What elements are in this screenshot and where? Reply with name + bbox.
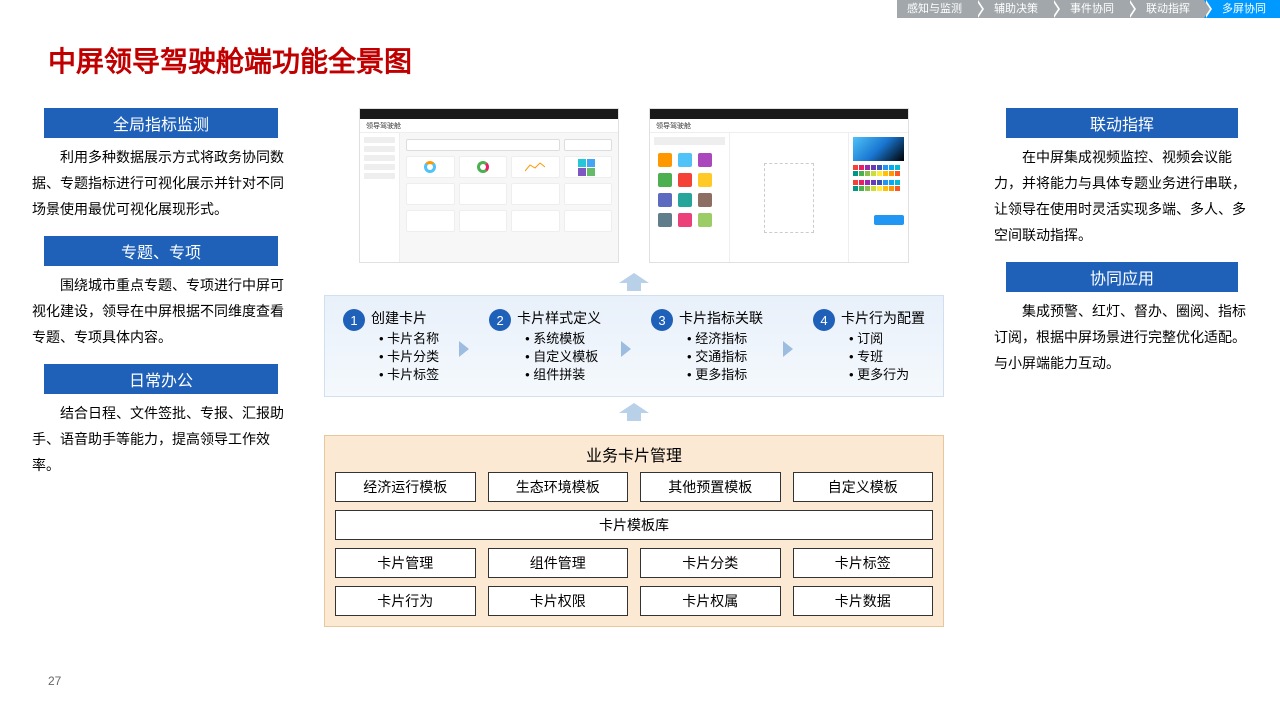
breadcrumb-item[interactable]: 多屏协同: [1204, 0, 1280, 18]
step-items: 卡片名称卡片分类卡片标签: [371, 330, 439, 384]
biz-row: 卡片模板库: [335, 510, 933, 540]
step-items: 订阅专班更多行为: [841, 330, 925, 384]
biz-cell: 卡片标签: [793, 548, 934, 578]
breadcrumb-nav: 感知与监测辅助决策事件协同联动指挥多屏协同: [897, 0, 1280, 18]
step-title: 卡片行为配置: [841, 308, 925, 328]
section-heading: 联动指挥: [1006, 108, 1238, 138]
page-number: 27: [48, 674, 61, 688]
dashboard-mock-1: 领导驾驶舱: [359, 108, 619, 263]
section-heading: 日常办公: [44, 364, 278, 394]
step-number: 1: [343, 309, 365, 331]
section-text: 集成预警、红灯、督办、圈阅、指标订阅，根据中屏场景进行完整优化适配。与小屏端能力…: [994, 300, 1250, 378]
biz-cell: 卡片权属: [640, 586, 781, 616]
section-heading: 协同应用: [1006, 262, 1238, 292]
biz-card-management: 业务卡片管理 经济运行模板生态环境模板其他预置模板自定义模板卡片模板库卡片管理组…: [324, 435, 944, 627]
step-title: 创建卡片: [371, 308, 439, 328]
center-diagram: 领导驾驶舱: [324, 108, 944, 627]
process-step: 2 卡片样式定义系统模板自定义模板组件拼装: [489, 308, 601, 384]
breadcrumb-item[interactable]: 感知与监测: [897, 0, 976, 18]
biz-cell: 卡片数据: [793, 586, 934, 616]
section-text: 围绕城市重点专题、专项进行中屏可视化建设，领导在中屏根据不同维度查看专题、专项具…: [32, 274, 290, 352]
screenshot-mockups: 领导驾驶舱: [324, 108, 944, 263]
process-steps: 1 创建卡片卡片名称卡片分类卡片标签 2 卡片样式定义系统模板自定义模板组件拼装 3 卡片…: [324, 295, 944, 397]
arrow-right-icon: [783, 341, 793, 357]
biz-cell: 卡片权限: [488, 586, 629, 616]
biz-cell: 卡片模板库: [335, 510, 933, 540]
biz-row: 卡片管理组件管理卡片分类卡片标签: [335, 548, 933, 578]
arrow-up-icon: [619, 273, 649, 291]
step-number: 4: [813, 309, 835, 331]
biz-cell: 卡片管理: [335, 548, 476, 578]
biz-row: 经济运行模板生态环境模板其他预置模板自定义模板: [335, 472, 933, 502]
process-step: 1 创建卡片卡片名称卡片分类卡片标签: [343, 308, 439, 384]
process-step: 4 卡片行为配置订阅专班更多行为: [813, 308, 925, 384]
right-column: 联动指挥在中屏集成视频监控、视频会议能力，并将能力与具体专题业务进行串联，让领导…: [994, 108, 1250, 390]
step-title: 卡片样式定义: [517, 308, 601, 328]
step-number: 2: [489, 309, 511, 331]
step-number: 3: [651, 309, 673, 331]
biz-cell: 卡片分类: [640, 548, 781, 578]
biz-cell: 卡片行为: [335, 586, 476, 616]
process-step: 3 卡片指标关联经济指标交通指标更多指标: [651, 308, 763, 384]
breadcrumb-item[interactable]: 辅助决策: [976, 0, 1052, 18]
section-heading: 全局指标监测: [44, 108, 278, 138]
section-text: 结合日程、文件签批、专报、汇报助手、语音助手等能力，提高领导工作效率。: [32, 402, 290, 480]
breadcrumb-item[interactable]: 事件协同: [1052, 0, 1128, 18]
biz-title: 业务卡片管理: [335, 442, 933, 466]
step-title: 卡片指标关联: [679, 308, 763, 328]
arrow-right-icon: [621, 341, 631, 357]
biz-cell: 组件管理: [488, 548, 629, 578]
step-items: 经济指标交通指标更多指标: [679, 330, 763, 384]
dashboard-mock-2: 领导驾驶舱: [649, 108, 909, 263]
section-text: 在中屏集成视频监控、视频会议能力，并将能力与具体专题业务进行串联，让领导在使用时…: [994, 146, 1250, 250]
section-text: 利用多种数据展示方式将政务协同数据、专题指标进行可视化展示并针对不同场景使用最优…: [32, 146, 290, 224]
step-items: 系统模板自定义模板组件拼装: [517, 330, 601, 384]
biz-cell: 自定义模板: [793, 472, 934, 502]
page-title: 中屏领导驾驶舱端功能全景图: [48, 40, 412, 80]
arrow-up-icon: [619, 403, 649, 421]
biz-cell: 其他预置模板: [640, 472, 781, 502]
section-heading: 专题、专项: [44, 236, 278, 266]
arrow-right-icon: [459, 341, 469, 357]
biz-cell: 经济运行模板: [335, 472, 476, 502]
left-column: 全局指标监测利用多种数据展示方式将政务协同数据、专题指标进行可视化展示并针对不同…: [32, 108, 290, 492]
biz-cell: 生态环境模板: [488, 472, 629, 502]
breadcrumb-item[interactable]: 联动指挥: [1128, 0, 1204, 18]
biz-row: 卡片行为卡片权限卡片权属卡片数据: [335, 586, 933, 616]
